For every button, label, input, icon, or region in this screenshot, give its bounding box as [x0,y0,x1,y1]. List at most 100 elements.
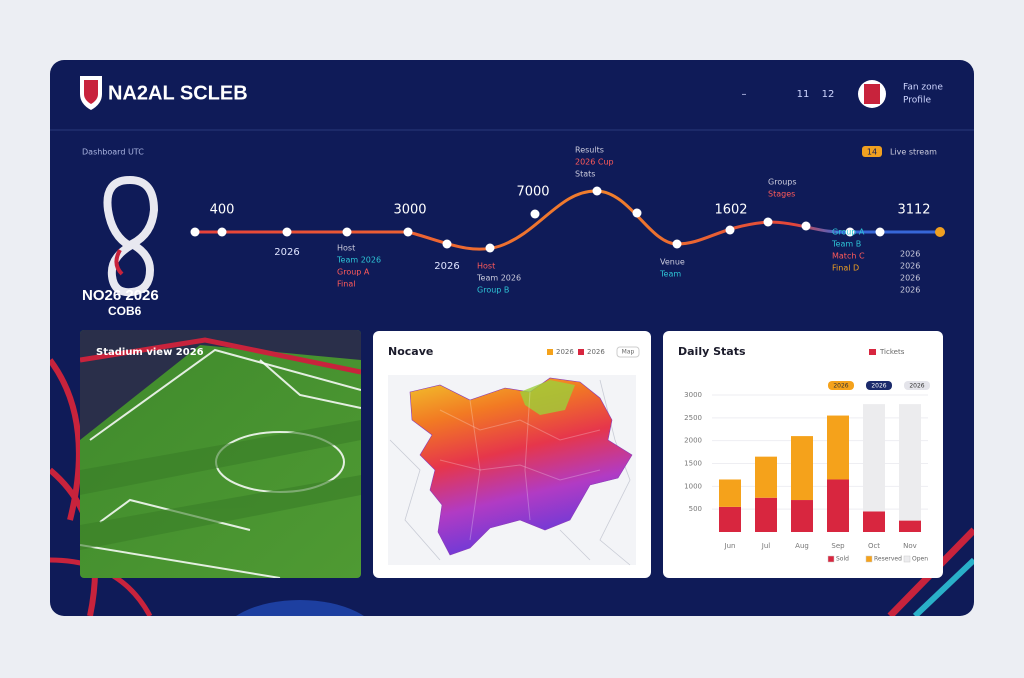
point[interactable] [282,227,292,237]
crest [84,80,98,104]
point[interactable] [342,227,352,237]
x-tick-label: Oct [868,542,880,550]
toggle[interactable] [616,346,640,358]
legend-swatch [827,555,835,563]
y-tick-label: 3000 [684,391,702,399]
bar [755,456,777,498]
pill[interactable] [866,381,892,390]
point[interactable] [485,243,495,253]
bar [791,500,813,532]
account-text: Fan zone [903,83,943,93]
callout: Results [575,146,604,155]
legend-item: Match C [832,252,865,261]
pill[interactable] [904,381,930,390]
district [524,391,531,521]
legend-item: 2026 [900,286,920,295]
timeline-label: 2026 [274,247,299,258]
legend-item: 2026 [900,262,920,271]
group: 2026 2026 2026 500 1000 1500 2000 2500 3000 Jun Ju… [684,381,930,563]
group: Host Team 2026 Group A Final Host Team 2026 Gr… [336,228,920,295]
legend-text: 2026 [556,348,574,356]
stripe [80,420,361,495]
callout: 2026 Cup [575,158,614,167]
point[interactable] [875,227,885,237]
point[interactable] [763,217,773,227]
bar [719,506,741,532]
bar [791,436,813,501]
legend-text: Map [622,349,635,356]
legend-item: Team 2026 [336,256,381,265]
heatmap-region [520,380,575,415]
y-tick-label: 1000 [684,482,702,490]
stands [80,330,361,440]
timeline-points [190,186,945,253]
line [80,544,281,578]
bar [755,497,777,532]
nav-item[interactable]: – [742,89,747,100]
point[interactable] [442,239,452,249]
legend-swatch [865,555,873,563]
district [469,399,481,541]
timeline-label: 2026 [434,261,459,272]
app-title: NA2AL SCLEB [108,82,248,104]
legend-swatch [903,555,911,563]
logo-text: NO26 2026 [82,287,159,304]
callout: Stats [575,170,595,179]
panel-title: Daily Stats [678,345,746,358]
x-tick-label: Sep [831,542,845,550]
line [89,348,361,441]
callout: Stages [768,190,795,199]
legend-item: Group A [832,228,865,237]
legend-swatch [547,349,553,355]
legend-item: Final D [832,264,859,273]
point[interactable] [592,186,602,196]
timeline-label: 400 [210,203,235,218]
logo-text: COB6 [108,304,142,318]
legend-item: Team 2026 [476,274,521,283]
panel-title: Nocave [388,345,433,358]
legend-item: Host [337,244,355,253]
point[interactable] [845,227,855,237]
point[interactable] [403,227,413,237]
bar [899,520,921,532]
group: 400 3000 7000 1602 3112 [210,185,931,218]
timeline-label: 7000 [516,185,549,200]
point[interactable] [217,227,227,237]
legend-item: Final [337,280,355,289]
nav-item[interactable]: 11 [797,89,810,100]
account-text: Profile [903,96,931,106]
x-tick-label: Nov [903,542,917,550]
timeline-label: 3000 [393,203,426,218]
bar [719,479,741,507]
point[interactable] [725,225,735,235]
timeline-label: 3112 [897,203,930,218]
point[interactable] [935,227,945,237]
map-grid [439,391,601,541]
bar [899,404,921,521]
point[interactable] [672,239,682,249]
timeline-label: 1602 [714,203,747,218]
badge [862,146,882,157]
bar [827,479,849,532]
trophy [114,249,124,276]
pill-text: 2026 [871,383,886,390]
point[interactable] [801,221,811,231]
x-tick-label: Jul [761,542,771,550]
pill[interactable] [828,381,854,390]
y-tick-label: 500 [689,505,702,513]
legend-item: Group B [477,286,509,295]
trophy [103,175,159,297]
point[interactable] [190,227,200,237]
pill-text: 2026 [909,383,924,390]
point[interactable] [632,208,642,218]
legend-item: 2026 [900,274,920,283]
point[interactable] [530,209,540,219]
nav-item[interactable]: 12 [822,89,835,100]
badge-text: 14 [867,148,877,157]
bar [827,415,849,480]
boards [80,337,361,375]
x-tick-label: Aug [795,542,809,550]
y-tick-label: 2500 [684,414,702,422]
